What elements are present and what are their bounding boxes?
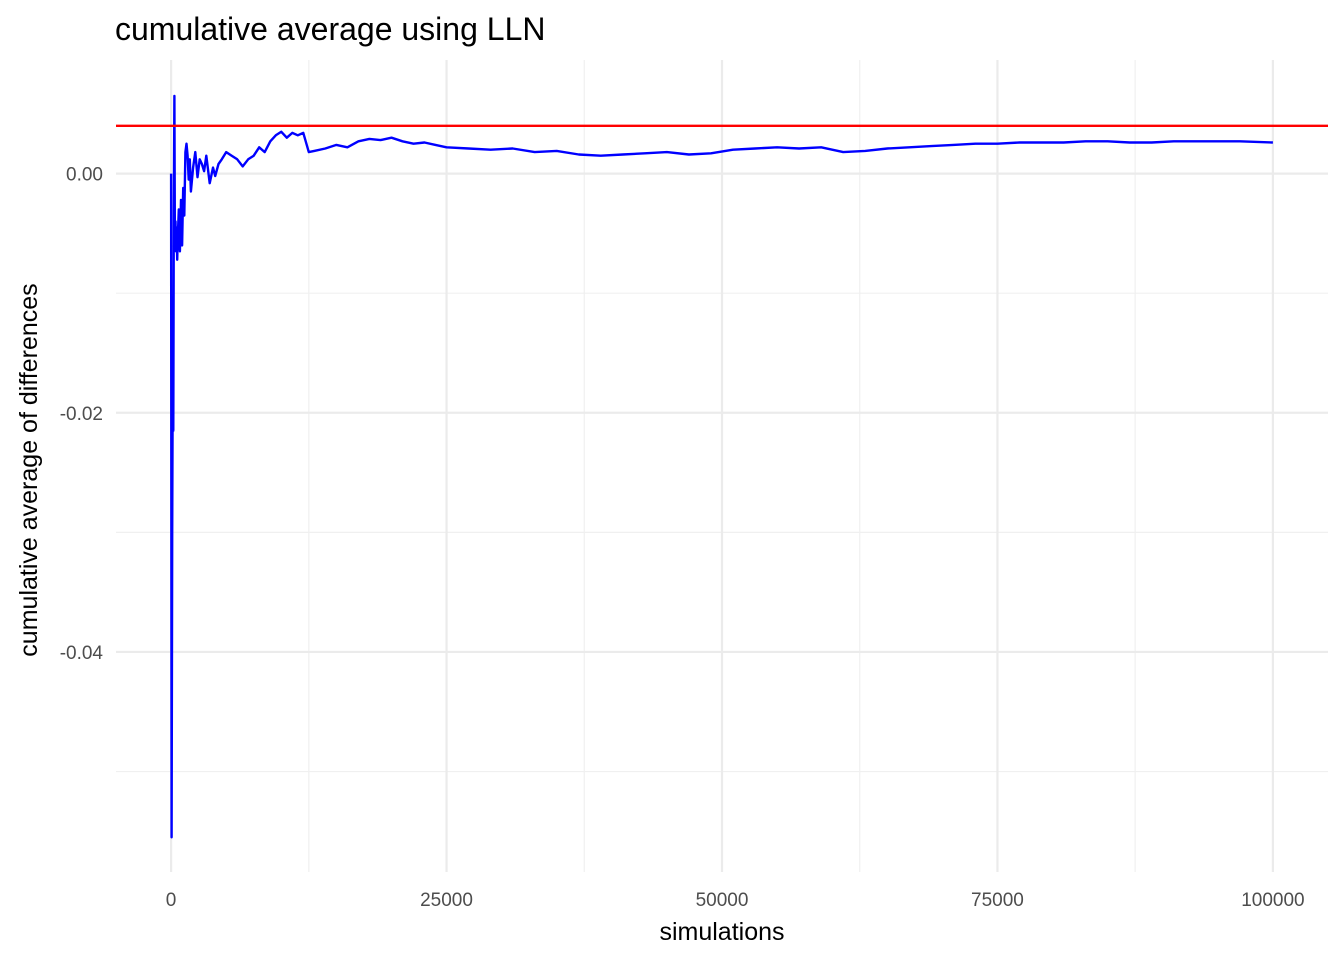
y-tick-label-0: 0.00: [66, 165, 103, 186]
x-tick-label-4: 100000: [1241, 890, 1304, 911]
major-gridlines: [116, 60, 1328, 872]
y-axis-title: cumulative average of differences: [15, 283, 43, 656]
y-tick-label-2: -0.04: [60, 643, 104, 664]
y-tick-label-1: -0.02: [60, 404, 103, 425]
series-line-0: [169, 94, 1273, 839]
chart-title: cumulative average using LLN: [115, 11, 545, 47]
x-axis-title: simulations: [659, 918, 784, 946]
x-tick-label-2: 50000: [696, 890, 749, 911]
series-lines: [116, 94, 1328, 839]
x-tick-labels: 0 25000 50000 75000 100000: [166, 890, 1305, 911]
x-tick-label-3: 75000: [971, 890, 1024, 911]
x-tick-label-1: 25000: [420, 890, 473, 911]
x-tick-label-0: 0: [166, 890, 177, 911]
y-tick-labels: 0.00 -0.02 -0.04: [60, 165, 104, 664]
